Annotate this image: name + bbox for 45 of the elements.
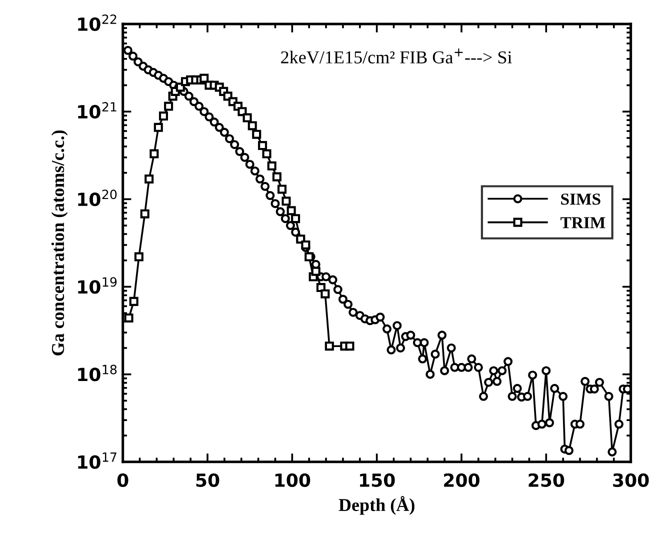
point [134, 252, 144, 262]
y-tick-label: 10$^{20}$ [78, 190, 117, 206]
x-tick-label: 250 [528, 473, 564, 487]
legend-label: TRIM [560, 217, 606, 228]
point [154, 122, 163, 132]
point [286, 206, 296, 216]
y-tick-label: 10$^{21}$ [78, 102, 116, 119]
point [200, 74, 209, 83]
y-axis-title: Ga concentration (atoms/c.c.) [51, 130, 68, 356]
point [282, 196, 291, 206]
point [144, 174, 154, 184]
point [140, 209, 150, 218]
x-tick-label: 150 [360, 473, 395, 487]
point [311, 266, 320, 276]
point [238, 107, 247, 116]
point [277, 184, 287, 194]
y-tick-label: 10$^{17}$ [78, 452, 116, 469]
y-tick-label: 10$^{18}$ [78, 364, 117, 382]
point [262, 149, 272, 158]
x-tick-label: 200 [444, 473, 480, 487]
point [267, 161, 276, 170]
y-tick-label: 10$^{19}$ [78, 277, 117, 294]
legend-label: SIMS [561, 194, 600, 205]
x-tick-label: 50 [196, 473, 220, 487]
x-tick-label: 0 [117, 473, 128, 487]
x-tick-label: 300 [613, 473, 649, 487]
point [291, 214, 300, 224]
point [124, 313, 134, 322]
point [272, 172, 282, 182]
point [324, 342, 334, 351]
point [158, 112, 168, 121]
point [320, 289, 330, 298]
point [150, 149, 159, 158]
point [242, 113, 252, 122]
point [301, 240, 310, 250]
annotation: 2keV/1E15/cm² FIB Ga$^{+}$---> Si [281, 48, 512, 64]
point [129, 296, 138, 306]
point [252, 130, 262, 139]
point [258, 141, 268, 150]
point [345, 342, 354, 351]
x-axis-title: Depth (Å) [338, 496, 414, 515]
x-tick-label: 100 [275, 473, 310, 487]
point [164, 102, 174, 111]
point [248, 121, 257, 130]
y-tick-label: 10$^{22}$ [78, 14, 116, 32]
